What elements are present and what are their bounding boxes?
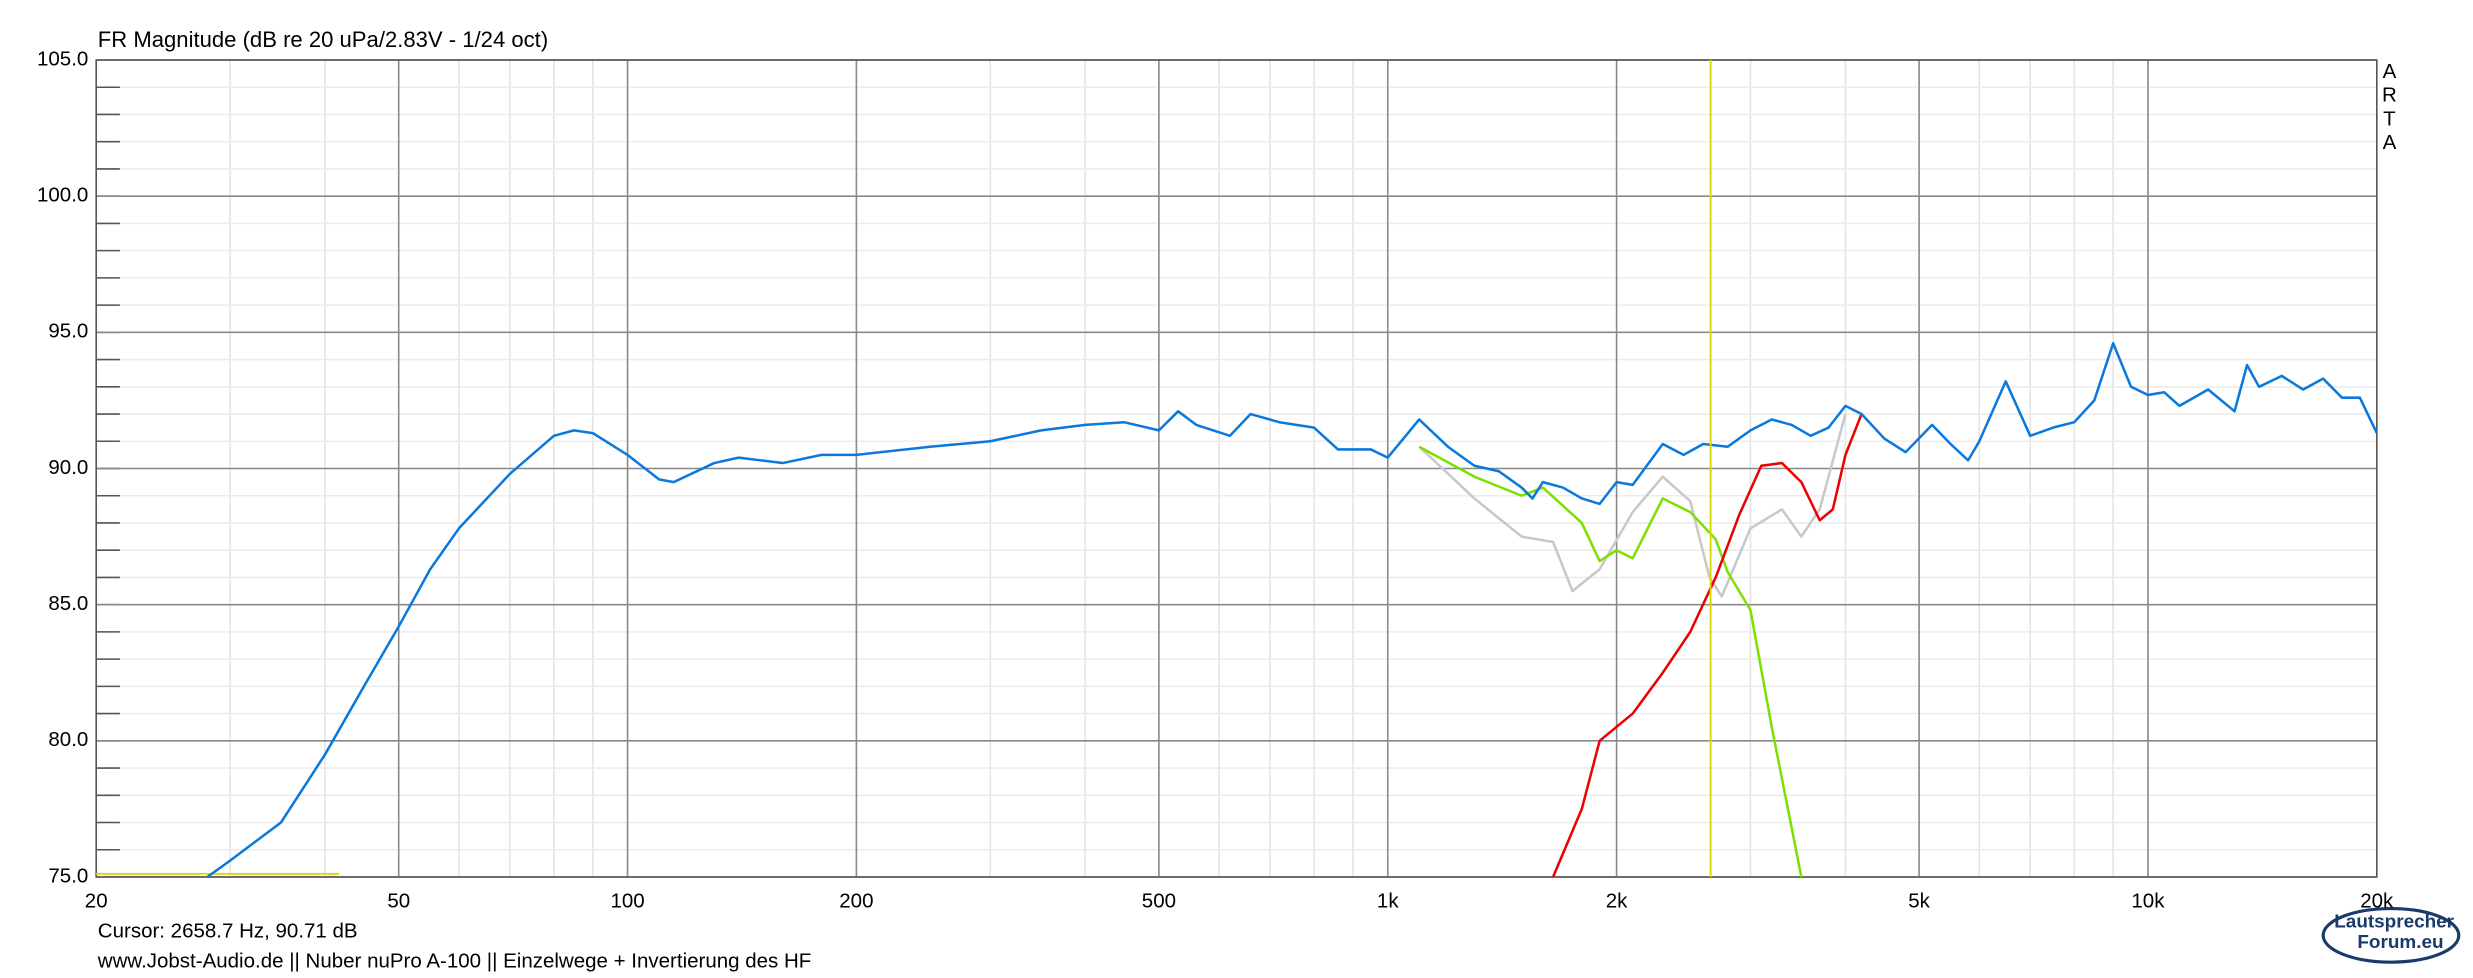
watermark-letter: R (2382, 84, 2397, 107)
y-tick-label: 85.0 (48, 592, 88, 615)
y-tick-label: 75.0 (48, 864, 88, 887)
logo-ring (2321, 906, 2461, 964)
plot-frame (95, 59, 2378, 878)
x-tick-label: 200 (839, 890, 873, 913)
x-tick-label: 50 (387, 890, 410, 913)
series-line (1551, 413, 1863, 878)
y-tick-label: 105.0 (37, 47, 88, 70)
logo: Lautsprecher Forum.eu (2321, 906, 2461, 964)
x-tick-label: 20 (85, 890, 108, 913)
watermark-letter: T (2383, 107, 2396, 130)
x-tick-label: 5k (1908, 890, 1930, 913)
watermark-letter: A (2383, 131, 2397, 154)
logo-line: Lautsprecher (2334, 912, 2454, 933)
chart-title: FR Magnitude (dB re 20 uPa/2.83V - 1/24 … (98, 27, 548, 52)
x-tick-label: 1k (1377, 890, 1399, 913)
series-line (206, 341, 2378, 879)
x-tick-label: 2k (1606, 890, 1628, 913)
x-tick-label: 10k (2131, 890, 2165, 913)
footer: www.Jobst-Audio.de || Nuber nuPro A-100 … (97, 950, 812, 973)
logo-line: Forum.eu (2357, 932, 2443, 953)
y-tick-label: 100.0 (37, 184, 88, 207)
y-tick-label: 80.0 (48, 728, 88, 751)
watermark-letter: A (2383, 60, 2397, 83)
series-line (1418, 413, 1847, 598)
x-tick-label: 20k (2360, 890, 2394, 913)
cursor-readout: Cursor: 2658.7 Hz, 90.71 dB (98, 920, 358, 943)
y-tick-label: 90.0 (48, 456, 88, 479)
y-tick-label: 95.0 (48, 320, 88, 343)
x-tick-label: 500 (1142, 890, 1176, 913)
x-tick-label: 100 (610, 890, 644, 913)
